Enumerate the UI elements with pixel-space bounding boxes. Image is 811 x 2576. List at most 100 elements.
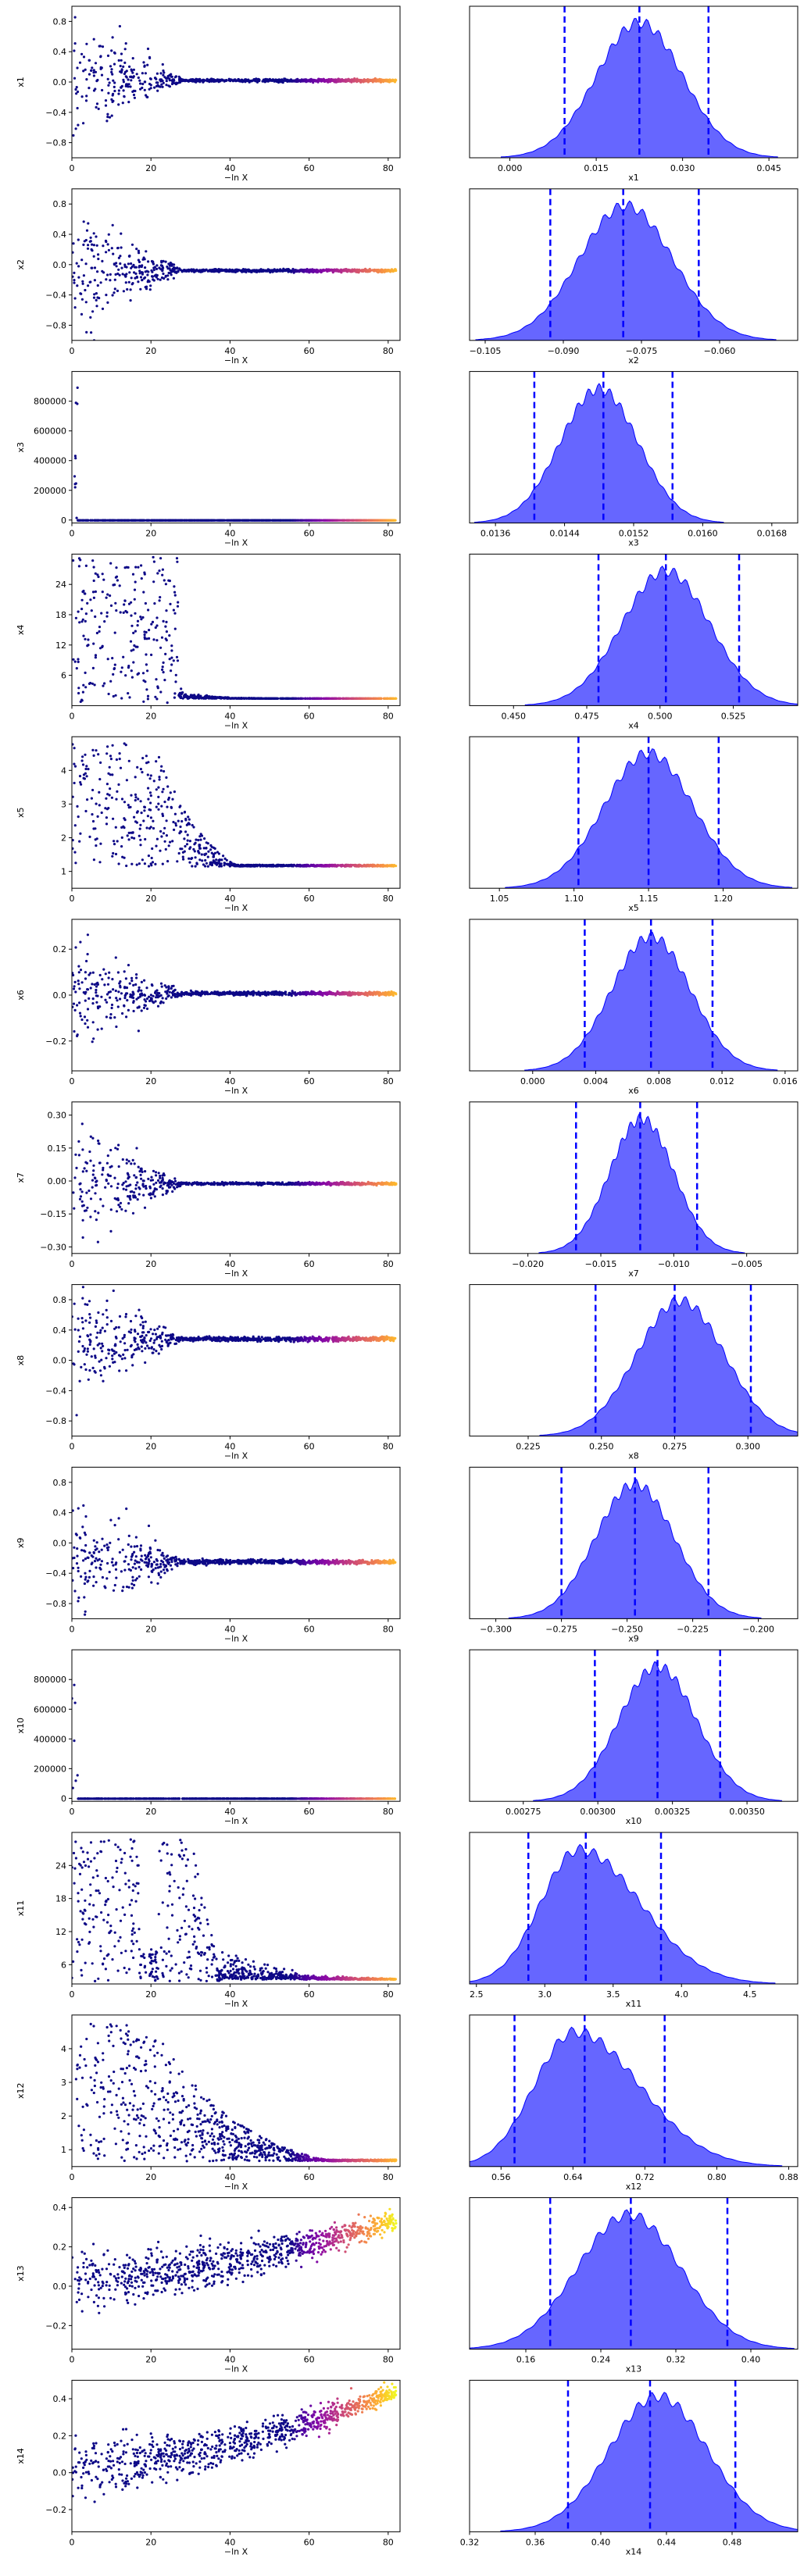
sample-point [106,745,109,748]
sample-point [163,769,166,773]
sample-point [104,807,107,810]
sample-point [148,77,152,80]
sample-point [178,805,181,808]
sample-point [153,266,156,269]
sample-point [247,697,250,700]
sample-point [133,96,136,99]
sample-point [112,851,115,855]
sample-point [130,79,133,82]
sample-point [253,864,256,867]
sample-point [159,557,163,560]
axes-frame [469,188,798,341]
sample-point [317,697,320,700]
sample-point [131,831,134,834]
sample-point [159,264,163,267]
sample-point [244,79,247,82]
sample-point [153,86,156,89]
sample-point [327,519,330,522]
sample-point [191,696,194,699]
sample-point [265,697,268,700]
sample-point [190,519,194,522]
sample-point [168,658,171,661]
sample-point [116,247,120,250]
sample-point [136,619,140,623]
sample-point [246,865,250,868]
sample-point [92,255,95,258]
sample-point [175,655,179,658]
sample-point [162,272,165,276]
sample-point [155,276,158,279]
sample-point [147,865,151,868]
sample-point [188,857,191,860]
sample-point [79,558,82,562]
sample-point [127,83,130,86]
sample-point [205,77,209,80]
sample-point [132,93,136,97]
sample-point [171,78,174,81]
sample-point [328,269,331,273]
sample-point [100,1027,103,1030]
sample-point [161,85,164,88]
sample-point [110,247,113,250]
x-axis-label: x3 [628,538,639,548]
sample-point [234,269,238,273]
sample-point [164,260,167,263]
sample-point [162,661,165,665]
sample-point [271,864,274,867]
sample-point [304,269,307,273]
sample-point [72,847,74,850]
sample-point [160,636,164,639]
y-tick-label: 0.8 [53,199,67,209]
sample-point [173,812,177,815]
sample-point [160,835,163,838]
sample-point [329,519,332,522]
sample-point [123,599,127,602]
sample-point [223,79,226,82]
sample-point [198,844,202,847]
sample-point [143,65,146,68]
sample-point [212,859,215,862]
sample-point [177,851,180,855]
sample-point [145,653,148,656]
sample-point [243,697,246,700]
sample-point [139,838,142,841]
sample-point [105,251,108,254]
sample-point [133,644,136,648]
sample-point [137,566,140,569]
sample-point [137,76,140,80]
sample-point [74,87,77,91]
sample-point [119,64,122,68]
sample-point [182,858,185,861]
sample-point [155,519,159,522]
x-tick-label: 60 [304,163,315,173]
sample-point [183,837,186,840]
sample-point [100,612,103,615]
sample-point [105,615,109,618]
x-tick-label: 1.05 [490,894,509,904]
sample-point [143,633,146,637]
y-tick-label: −0.8 [45,138,66,148]
sample-point [388,865,391,868]
sample-point [170,75,173,78]
sample-point [98,626,102,629]
sample-point [84,564,88,568]
sample-point [84,619,87,623]
sample-point [123,273,127,277]
sample-point [325,269,328,272]
sample-point [375,519,378,522]
x-tick-label: 0.0152 [619,529,649,539]
sample-point [99,842,102,845]
sample-point [173,590,177,594]
sample-point [91,559,95,562]
sample-point [212,846,215,849]
sample-point [76,106,79,110]
sample-point [72,1005,74,1008]
sample-point [125,864,128,868]
sample-point [331,269,334,273]
sample-point [265,865,269,868]
sample-point [79,1015,82,1018]
sample-point [87,222,90,225]
sample-point [255,519,259,522]
sample-point [351,79,354,82]
